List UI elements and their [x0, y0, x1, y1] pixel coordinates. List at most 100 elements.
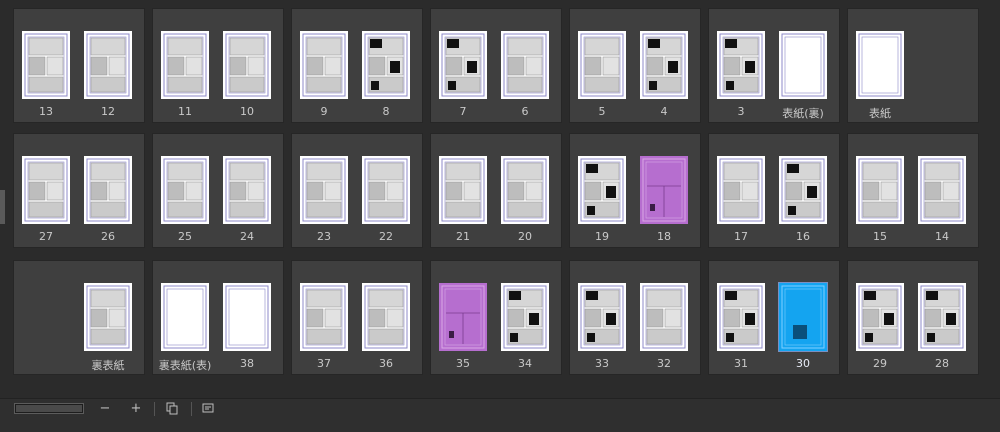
- page-number-label: 25: [178, 230, 192, 243]
- page-number-label: 15: [873, 230, 887, 243]
- page-number-label: 18: [657, 230, 671, 243]
- page-thumbnail[interactable]: [84, 31, 132, 99]
- page-spread[interactable]: 19 18: [569, 133, 701, 248]
- page-number-label: 裏表紙(表): [158, 359, 212, 372]
- page-thumbnail[interactable]: [300, 156, 348, 224]
- page-thumbnail[interactable]: [362, 156, 410, 224]
- page-thumbnail[interactable]: [223, 283, 271, 351]
- page-thumbnail-image: [501, 31, 549, 99]
- page-spread[interactable]: 37 36: [291, 260, 423, 375]
- duplicate-page-icon: [166, 402, 178, 415]
- page-number-label: 11: [178, 105, 192, 118]
- page-settings-button[interactable]: [199, 401, 217, 417]
- page-spread[interactable]: 17 16: [708, 133, 840, 248]
- page-thumbnail-image: [501, 283, 549, 351]
- page-thumbnail-image: [918, 283, 966, 351]
- page-spread[interactable]: 表紙: [847, 8, 979, 123]
- page-number-label: 21: [456, 230, 470, 243]
- page-thumbnail[interactable]: [717, 156, 765, 224]
- page-thumbnail-image: [223, 283, 271, 351]
- page-thumbnail[interactable]: [300, 283, 348, 351]
- page-thumbnail-image: [717, 283, 765, 351]
- page-thumbnail-image: [578, 31, 626, 99]
- page-thumbnail[interactable]: [439, 283, 487, 351]
- page-thumbnail[interactable]: [439, 156, 487, 224]
- page-number-label: 16: [796, 230, 810, 243]
- page-thumbnail[interactable]: [578, 156, 626, 224]
- page-thumbnail[interactable]: [717, 31, 765, 99]
- page-thumbnail-image: [300, 283, 348, 351]
- page-thumbnail[interactable]: [856, 283, 904, 351]
- page-thumbnail[interactable]: [362, 31, 410, 99]
- page-thumbnail[interactable]: [22, 31, 70, 99]
- page-thumbnail[interactable]: [22, 156, 70, 224]
- page-thumbnail-image: [22, 156, 70, 224]
- page-thumbnail[interactable]: [856, 156, 904, 224]
- page-spread[interactable]: 裏表紙: [13, 260, 145, 375]
- page-number-label: 14: [935, 230, 949, 243]
- page-thumbnail[interactable]: [501, 156, 549, 224]
- page-spread[interactable]: 21 20: [430, 133, 562, 248]
- page-thumbnail[interactable]: [918, 156, 966, 224]
- page-thumbnail[interactable]: [223, 156, 271, 224]
- page-spread[interactable]: 裏表紙(表) 38: [152, 260, 284, 375]
- page-thumbnail[interactable]: [161, 156, 209, 224]
- page-number-label: 30: [796, 357, 810, 370]
- page-thumbnail-image: [22, 31, 70, 99]
- page-thumbnail[interactable]: [778, 282, 828, 352]
- page-thumbnail[interactable]: [501, 31, 549, 99]
- page-number-label: 5: [598, 105, 606, 118]
- page-spread[interactable]: 15 14: [847, 133, 979, 248]
- page-thumbnail-image: [223, 31, 271, 99]
- panel-resize-handle[interactable]: [0, 190, 5, 224]
- page-spread[interactable]: 31 30: [708, 260, 840, 375]
- page-thumbnail-image: [362, 283, 410, 351]
- page-thumbnail[interactable]: [918, 283, 966, 351]
- page-thumbnail[interactable]: [223, 31, 271, 99]
- page-number-label: 9: [320, 105, 328, 118]
- page-thumbnail[interactable]: [640, 156, 688, 224]
- page-spread[interactable]: 3 表紙(裏): [708, 8, 840, 123]
- page-thumbnail[interactable]: [501, 283, 549, 351]
- page-thumbnail[interactable]: [362, 283, 410, 351]
- page-spread[interactable]: 29 28: [847, 260, 979, 375]
- zoom-out-button[interactable]: −: [99, 401, 111, 416]
- page-thumbnail-image: [84, 156, 132, 224]
- page-manager-grid: 13 12 11 10 9 8 7 6 5 4 3 表紙(裏) 表紙 27 26 25 24 23 22 21 20 19…: [13, 8, 979, 375]
- page-thumbnail[interactable]: [300, 31, 348, 99]
- page-spread[interactable]: 13 12: [13, 8, 145, 123]
- page-thumbnail-image: [161, 156, 209, 224]
- page-thumbnail[interactable]: [640, 31, 688, 99]
- zoom-slider[interactable]: [14, 403, 84, 414]
- page-thumbnail[interactable]: [640, 283, 688, 351]
- page-thumbnail[interactable]: [439, 31, 487, 99]
- page-thumbnail-image: [856, 283, 904, 351]
- page-number-label: 表紙(裏): [782, 107, 824, 120]
- page-number-label: 29: [873, 357, 887, 370]
- page-spread[interactable]: 11 10: [152, 8, 284, 123]
- page-thumbnail[interactable]: [578, 283, 626, 351]
- page-thumbnail[interactable]: [578, 31, 626, 99]
- page-spread[interactable]: 35 34: [430, 260, 562, 375]
- page-thumbnail[interactable]: [779, 31, 827, 99]
- page-thumbnail[interactable]: [856, 31, 904, 99]
- page-spread[interactable]: 33 32: [569, 260, 701, 375]
- page-thumbnail-image: [161, 31, 209, 99]
- page-spread[interactable]: 27 26: [13, 133, 145, 248]
- page-thumbnail[interactable]: [84, 283, 132, 351]
- page-spread[interactable]: 23 22: [291, 133, 423, 248]
- page-thumbnail-image: [640, 156, 688, 224]
- zoom-in-button[interactable]: +: [130, 401, 142, 416]
- page-thumbnail[interactable]: [161, 31, 209, 99]
- page-spread[interactable]: 25 24: [152, 133, 284, 248]
- page-thumbnail[interactable]: [84, 156, 132, 224]
- page-number-label: 20: [518, 230, 532, 243]
- page-number-label: 28: [935, 357, 949, 370]
- page-thumbnail[interactable]: [779, 156, 827, 224]
- duplicate-page-button[interactable]: [163, 401, 181, 417]
- page-thumbnail[interactable]: [717, 283, 765, 351]
- page-thumbnail[interactable]: [161, 283, 209, 351]
